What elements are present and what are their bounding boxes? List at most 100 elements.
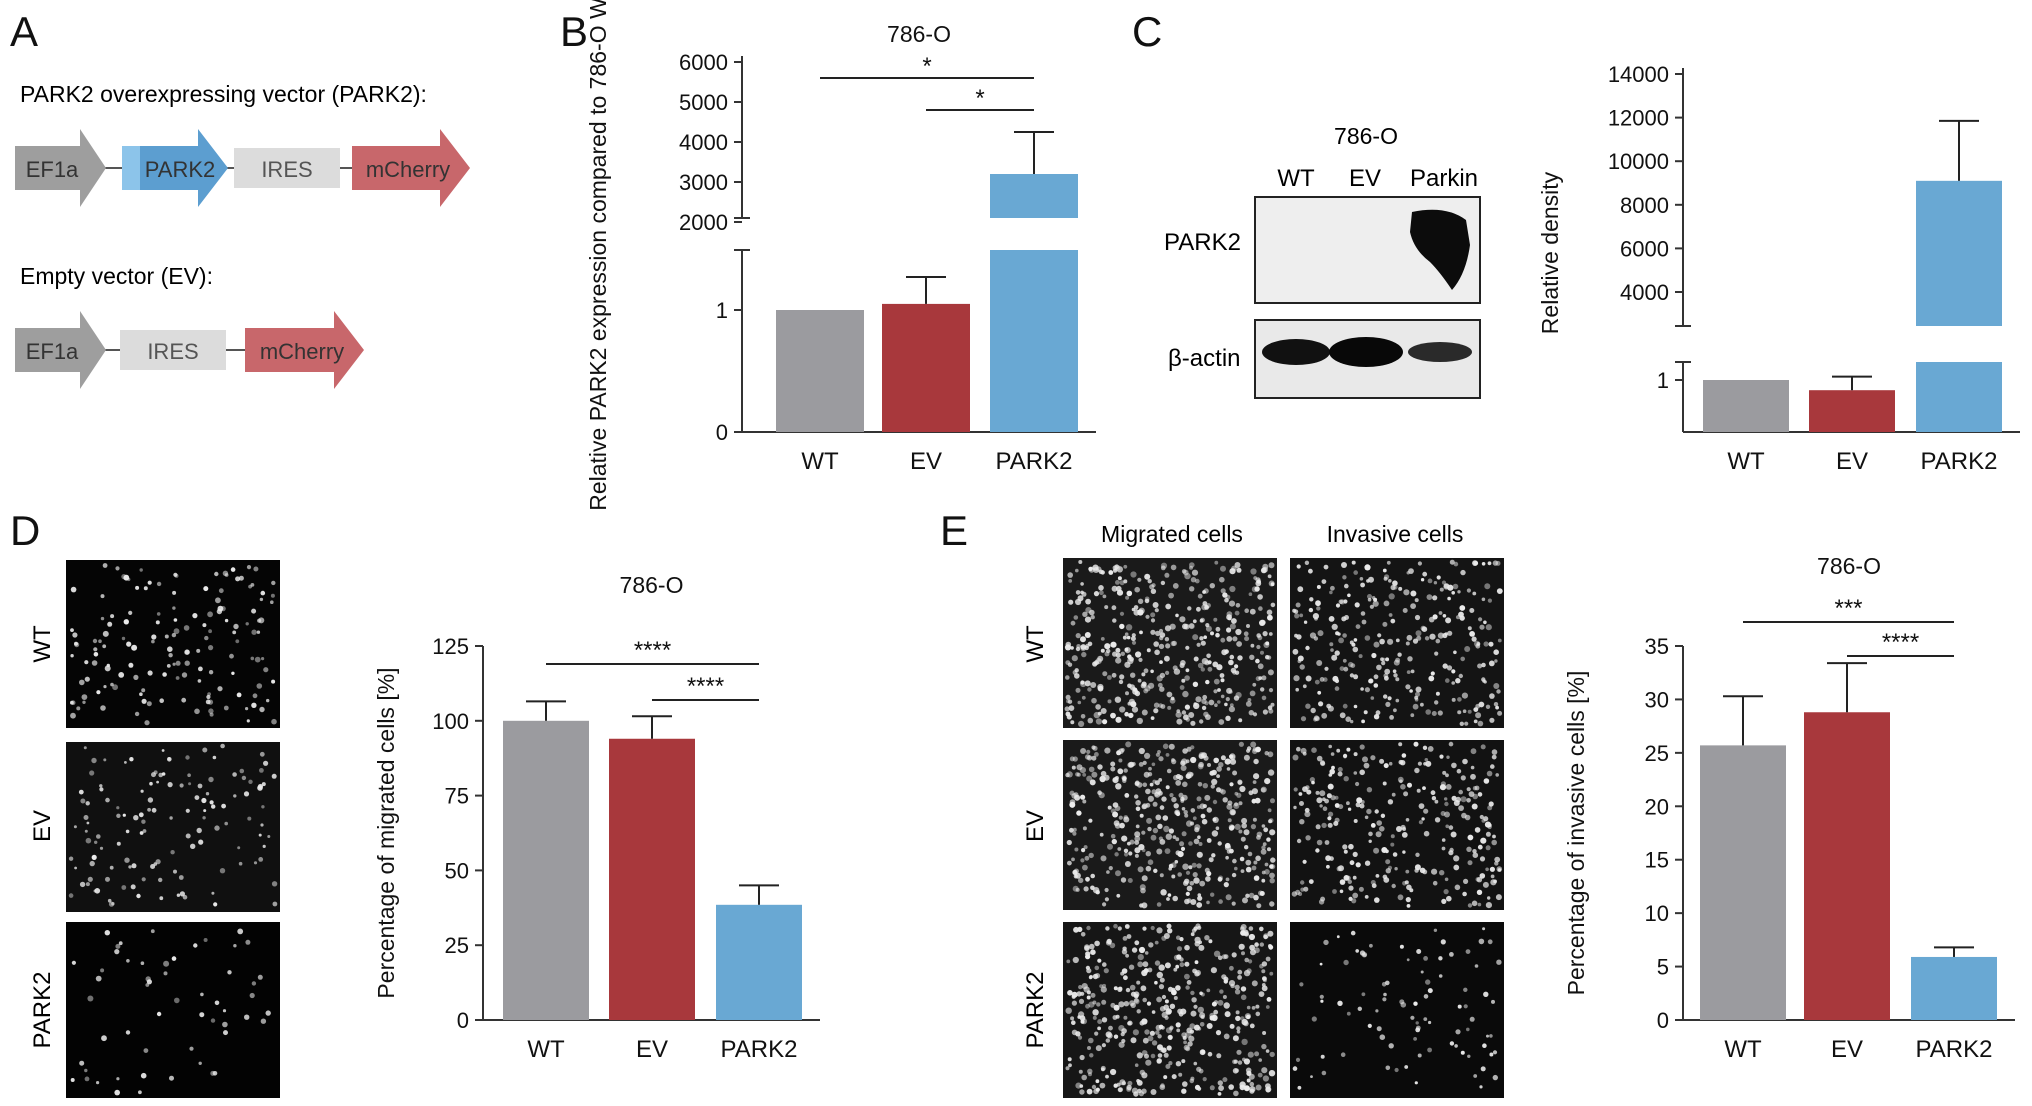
cell-dot bbox=[1188, 865, 1193, 870]
cell-dot bbox=[246, 565, 252, 570]
cell-dot bbox=[1089, 974, 1093, 979]
cell-dot bbox=[1453, 561, 1459, 567]
cell-dot bbox=[1192, 816, 1197, 821]
cell-dot bbox=[1436, 575, 1441, 580]
cell-dot bbox=[1404, 1065, 1409, 1069]
cell-dot bbox=[1078, 998, 1085, 1005]
cell-dot bbox=[1155, 630, 1161, 637]
cell-dot bbox=[1444, 801, 1449, 807]
cell-dot bbox=[1188, 841, 1193, 846]
cell-dot bbox=[1199, 880, 1206, 887]
cell-dot bbox=[1146, 1001, 1152, 1006]
cell-dot bbox=[155, 620, 160, 625]
cell-dot bbox=[1137, 954, 1144, 961]
cell-dot bbox=[1248, 592, 1253, 596]
cell-dot bbox=[259, 768, 264, 773]
cell-dot bbox=[1150, 1089, 1157, 1095]
cell-dot bbox=[1177, 1008, 1183, 1014]
cell-dot bbox=[1081, 695, 1086, 700]
cell-dot bbox=[1117, 576, 1122, 581]
cell-dot bbox=[1214, 560, 1219, 565]
cell-dot bbox=[1179, 957, 1184, 962]
cell-dot bbox=[1254, 942, 1259, 947]
cell-dot bbox=[1217, 1080, 1224, 1086]
chart-title: 786-O bbox=[887, 21, 951, 47]
cell-dot bbox=[1369, 943, 1373, 948]
cell-dot bbox=[1485, 867, 1489, 872]
cell-dot bbox=[1067, 1057, 1072, 1062]
cell-dot bbox=[1085, 754, 1091, 760]
cell-dot bbox=[1265, 956, 1271, 962]
cell-dot bbox=[219, 868, 226, 874]
significance-label: **** bbox=[687, 673, 724, 700]
cell-dot bbox=[1393, 659, 1400, 666]
cell-dot bbox=[143, 1048, 149, 1053]
cell-dot bbox=[102, 563, 108, 568]
cell-dot bbox=[1147, 1035, 1154, 1042]
cell-dot bbox=[1095, 1079, 1100, 1084]
cell-dot bbox=[1240, 869, 1245, 873]
cell-dot bbox=[211, 804, 216, 809]
cell-dot bbox=[1182, 863, 1189, 870]
cell-dot bbox=[1466, 1027, 1470, 1032]
cell-dot bbox=[1434, 651, 1439, 656]
cell-dot bbox=[1260, 687, 1265, 692]
cell-dot bbox=[1083, 845, 1088, 850]
cell-dot bbox=[1469, 1016, 1475, 1022]
cell-dot bbox=[1334, 678, 1340, 684]
cell-dot bbox=[1141, 830, 1146, 835]
cell-dot bbox=[1464, 721, 1469, 726]
cell-dot bbox=[1084, 680, 1091, 687]
x-tick-label-ev: EV bbox=[636, 1036, 668, 1063]
cell-dot bbox=[1115, 870, 1121, 877]
cell-dot bbox=[1088, 852, 1094, 859]
y-tick-label: 5 bbox=[1657, 955, 1669, 980]
cell-dot bbox=[1080, 858, 1085, 863]
cell-dot bbox=[1216, 1053, 1222, 1059]
cell-dot bbox=[1076, 991, 1082, 997]
cell-dot bbox=[1442, 632, 1448, 639]
cell-dot bbox=[1207, 666, 1213, 672]
cell-dot bbox=[1379, 758, 1385, 764]
y-tick-label: 5000 bbox=[679, 90, 728, 115]
cell-dot bbox=[1100, 770, 1107, 777]
cell-dot bbox=[1223, 882, 1229, 888]
cell-dot bbox=[1129, 656, 1134, 662]
y-tick-label: 2000 bbox=[679, 210, 728, 235]
cell-dot bbox=[1494, 659, 1498, 663]
cell-dot bbox=[1074, 668, 1079, 673]
cell-dot bbox=[105, 797, 110, 803]
cell-dot bbox=[258, 617, 265, 624]
cell-dot bbox=[1492, 1050, 1498, 1055]
cell-dot bbox=[1168, 743, 1175, 750]
cell-dot bbox=[1110, 761, 1116, 767]
cell-dot bbox=[1222, 995, 1227, 999]
cell-dot bbox=[184, 660, 190, 666]
cell-dot bbox=[1131, 1087, 1138, 1094]
cell-dot bbox=[202, 747, 208, 753]
cell-dot bbox=[256, 683, 263, 689]
bar-ev bbox=[882, 303, 970, 432]
cell-dot bbox=[1167, 1034, 1173, 1040]
cell-dot bbox=[1268, 944, 1274, 950]
cell-dot bbox=[1111, 585, 1118, 592]
micrograph-e-col-migrated: Migrated cells bbox=[1101, 521, 1243, 547]
cell-dot bbox=[1270, 798, 1275, 804]
cell-dot bbox=[1330, 585, 1335, 591]
cell-dot bbox=[1388, 761, 1393, 766]
cell-dot bbox=[1123, 564, 1128, 569]
cell-dot bbox=[1095, 658, 1102, 665]
cell-dot bbox=[1075, 887, 1080, 892]
cell-dot bbox=[1196, 851, 1203, 858]
cell-dot bbox=[1398, 742, 1403, 747]
cell-dot bbox=[1429, 633, 1436, 640]
cell-dot bbox=[1133, 998, 1139, 1003]
y-tick-label: 0 bbox=[716, 420, 728, 445]
cell-dot bbox=[1229, 623, 1236, 630]
cell-dot bbox=[1325, 855, 1331, 862]
cell-dot bbox=[1360, 687, 1364, 691]
cell-dot bbox=[1189, 565, 1193, 570]
cell-dot bbox=[1383, 576, 1388, 581]
cell-dot bbox=[1229, 825, 1234, 831]
cell-dot bbox=[1100, 855, 1107, 862]
